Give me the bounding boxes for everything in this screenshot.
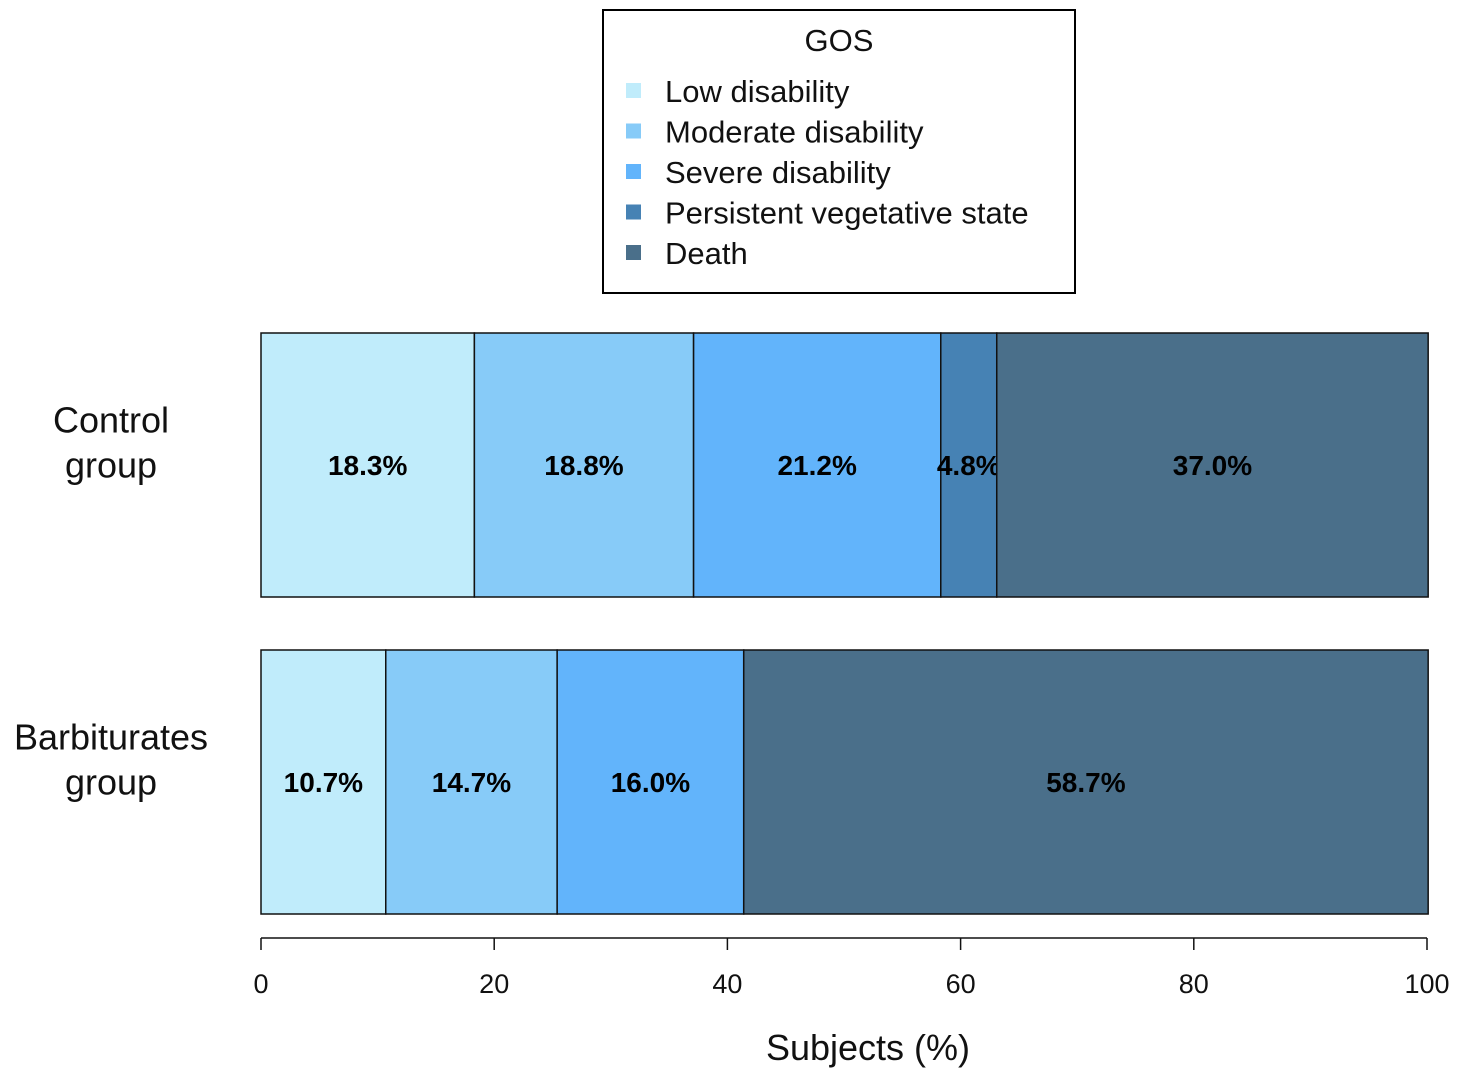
- legend-title: GOS: [805, 23, 874, 58]
- bar-segment: [473, 332, 695, 598]
- category-label: Barbiturates group: [14, 717, 208, 803]
- bar-segment: [742, 649, 1429, 915]
- data-label: 10.7%: [284, 767, 363, 798]
- x-axis: 0 20 40 60 80 100: [253, 937, 1450, 999]
- x-tick-label: 80: [1179, 969, 1209, 999]
- data-label: 58.7%: [1046, 767, 1125, 798]
- legend: GOS Low disability Moderate disability Sev…: [602, 9, 1076, 294]
- x-tick-label: 40: [712, 969, 742, 999]
- legend-swatch: [626, 204, 641, 220]
- legend-swatch: [626, 83, 641, 98]
- bar-segment: [940, 332, 998, 598]
- x-tick-label: 20: [479, 969, 509, 999]
- x-tick-label: 100: [1404, 969, 1449, 999]
- category-label: Control group: [53, 400, 169, 486]
- data-label: 37.0%: [1173, 450, 1252, 481]
- data-label: 4.8%: [937, 450, 1001, 481]
- bar-segment: [260, 332, 476, 598]
- x-axis-title: Subjects (%): [766, 1027, 970, 1068]
- bar-segment: [385, 649, 558, 915]
- legend-swatch: [626, 123, 641, 139]
- category-labels: Control group Barbiturates group: [14, 400, 208, 803]
- bar-segment: [260, 649, 387, 915]
- data-label: 21.2%: [777, 450, 856, 481]
- data-label: 18.8%: [544, 450, 623, 481]
- legend-entry-label: Death: [665, 236, 748, 271]
- legend-entry-label: Low disability: [665, 74, 850, 109]
- bar-segment: [556, 649, 745, 915]
- legend-swatch: [626, 164, 641, 179]
- bars: 18.3% 18.8% 21.2% 4.8% 37.0% 10.7% 14.7% 16.0% 5…: [260, 332, 1429, 915]
- data-label: 14.7%: [432, 767, 511, 798]
- legend-entry-label: Severe disability: [665, 155, 891, 190]
- bar-segment: [995, 332, 1429, 598]
- x-tick-label: 60: [946, 969, 976, 999]
- data-label: 16.0%: [611, 767, 690, 798]
- legend-box: [602, 9, 1076, 294]
- legend-entry-label: Moderate disability: [665, 115, 924, 150]
- legend-swatch: [626, 245, 641, 260]
- legend-entry-label: Persistent vegetative state: [665, 196, 1029, 231]
- data-label: 18.3%: [328, 450, 407, 481]
- x-tick-label: 0: [253, 969, 268, 999]
- bar-segment: [692, 332, 942, 598]
